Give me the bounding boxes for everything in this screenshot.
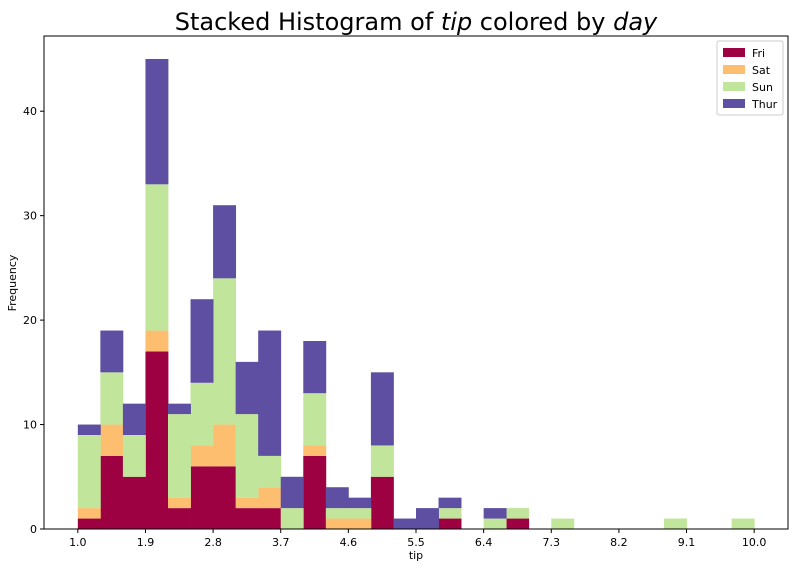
bar-sun-bin-29 xyxy=(731,518,755,529)
x-tick-label: 8.2 xyxy=(610,536,628,549)
bar-sun-bin-4 xyxy=(168,414,191,498)
bar-fri-bin-2 xyxy=(122,476,146,529)
legend-label-thur: Thur xyxy=(751,98,778,111)
x-tick-label: 7.3 xyxy=(543,536,561,549)
bar-sun-bin-7 xyxy=(235,414,259,498)
bar-sun-bin-6 xyxy=(213,278,237,425)
bar-thur-bin-3 xyxy=(145,58,169,185)
bar-sun-bin-2 xyxy=(122,434,146,477)
bar-fri-bin-13 xyxy=(370,476,394,529)
y-tick-label: 10 xyxy=(23,419,37,432)
bar-sat-bin-4 xyxy=(168,497,191,509)
bar-sat-bin-6 xyxy=(213,424,237,467)
bar-fri-bin-6 xyxy=(213,466,237,529)
bar-thur-bin-0 xyxy=(77,424,101,435)
y-tick-label: 40 xyxy=(23,105,37,118)
legend-box xyxy=(716,40,784,116)
bar-sat-bin-8 xyxy=(258,487,282,509)
legend-swatch-fri xyxy=(723,48,745,57)
bar-sat-bin-3 xyxy=(145,330,169,352)
x-tick-label: 6.4 xyxy=(475,536,493,549)
bar-thur-bin-4 xyxy=(168,403,191,415)
bar-sat-bin-5 xyxy=(190,445,214,467)
bar-sun-bin-5 xyxy=(190,382,214,446)
bar-sun-bin-21 xyxy=(551,518,575,529)
bar-thur-bin-2 xyxy=(122,403,146,435)
bar-thur-bin-8 xyxy=(258,330,282,456)
bar-thur-bin-14 xyxy=(393,518,417,529)
legend-label-sat: Sat xyxy=(752,64,771,77)
bar-thur-bin-18 xyxy=(483,508,507,519)
bar-sat-bin-10 xyxy=(303,445,327,456)
bar-thur-bin-5 xyxy=(190,299,214,383)
bar-fri-bin-16 xyxy=(438,518,462,529)
x-axis-label: tip xyxy=(409,549,423,562)
y-axis: 0 10 20 30 40 xyxy=(23,105,44,536)
bar-sun-bin-0 xyxy=(77,434,101,509)
chart-title: Stacked Histogram of tip colored by day xyxy=(175,8,658,36)
bar-sun-bin-26 xyxy=(664,518,687,529)
bar-thur-bin-10 xyxy=(303,340,327,394)
bar-sun-bin-1 xyxy=(100,372,124,425)
bar-sun-bin-12 xyxy=(348,508,372,519)
bar-sun-bin-13 xyxy=(370,445,394,477)
bar-fri-bin-3 xyxy=(145,351,169,529)
x-tick-label: 1.9 xyxy=(137,536,155,549)
bar-thur-bin-9 xyxy=(280,476,304,509)
bar-thur-bin-15 xyxy=(416,508,439,529)
x-tick-label: 10.0 xyxy=(742,536,767,549)
y-axis-label: Frequency xyxy=(6,254,19,311)
x-tick-label: 3.7 xyxy=(272,536,290,549)
bar-fri-bin-4 xyxy=(168,508,191,529)
bars-group xyxy=(77,58,755,529)
y-tick-label: 20 xyxy=(23,314,37,327)
bar-thur-bin-7 xyxy=(235,361,259,415)
bar-sun-bin-8 xyxy=(258,455,282,488)
bar-fri-bin-10 xyxy=(303,455,327,529)
y-tick-label: 0 xyxy=(30,523,37,536)
bar-sun-bin-9 xyxy=(280,508,304,529)
legend-label-sun: Sun xyxy=(752,81,773,94)
bar-sun-bin-19 xyxy=(506,508,530,519)
legend-swatch-sat xyxy=(723,65,745,74)
bar-sun-bin-3 xyxy=(145,184,169,331)
bar-thur-bin-6 xyxy=(213,205,237,279)
bar-sun-bin-16 xyxy=(438,508,462,519)
bar-sat-bin-12 xyxy=(348,518,372,529)
legend-swatch-sun xyxy=(723,82,745,91)
bar-sat-bin-1 xyxy=(100,424,124,456)
bar-thur-bin-16 xyxy=(438,497,462,509)
bar-sun-bin-10 xyxy=(303,393,327,446)
bar-thur-bin-11 xyxy=(325,487,349,509)
bar-fri-bin-8 xyxy=(258,508,282,529)
bar-sat-bin-0 xyxy=(77,508,101,519)
bar-sat-bin-11 xyxy=(325,518,349,529)
bar-fri-bin-5 xyxy=(190,466,214,529)
x-tick-label: 9.1 xyxy=(678,536,696,549)
x-tick-label: 5.5 xyxy=(407,536,425,549)
bar-fri-bin-1 xyxy=(100,455,124,529)
x-tick-label: 4.6 xyxy=(340,536,358,549)
x-tick-label: 2.8 xyxy=(204,536,222,549)
legend: Fri Sat Sun Thur xyxy=(716,40,784,116)
bar-fri-bin-19 xyxy=(506,518,530,529)
y-tick-label: 30 xyxy=(23,210,37,223)
bar-thur-bin-13 xyxy=(370,372,394,446)
bar-thur-bin-1 xyxy=(100,330,124,373)
bar-thur-bin-12 xyxy=(348,497,372,509)
x-axis: 1.0 1.9 2.8 3.7 4.6 5.5 6.4 7.3 8.2 9.1 10.0 xyxy=(69,529,766,549)
bar-sun-bin-11 xyxy=(325,508,349,519)
x-tick-label: 1.0 xyxy=(69,536,87,549)
bar-fri-bin-7 xyxy=(235,508,259,529)
legend-label-fri: Fri xyxy=(752,47,765,60)
bar-sun-bin-18 xyxy=(483,518,507,529)
bar-sat-bin-7 xyxy=(235,497,259,509)
legend-swatch-thur xyxy=(723,99,745,108)
bar-fri-bin-0 xyxy=(77,518,101,529)
